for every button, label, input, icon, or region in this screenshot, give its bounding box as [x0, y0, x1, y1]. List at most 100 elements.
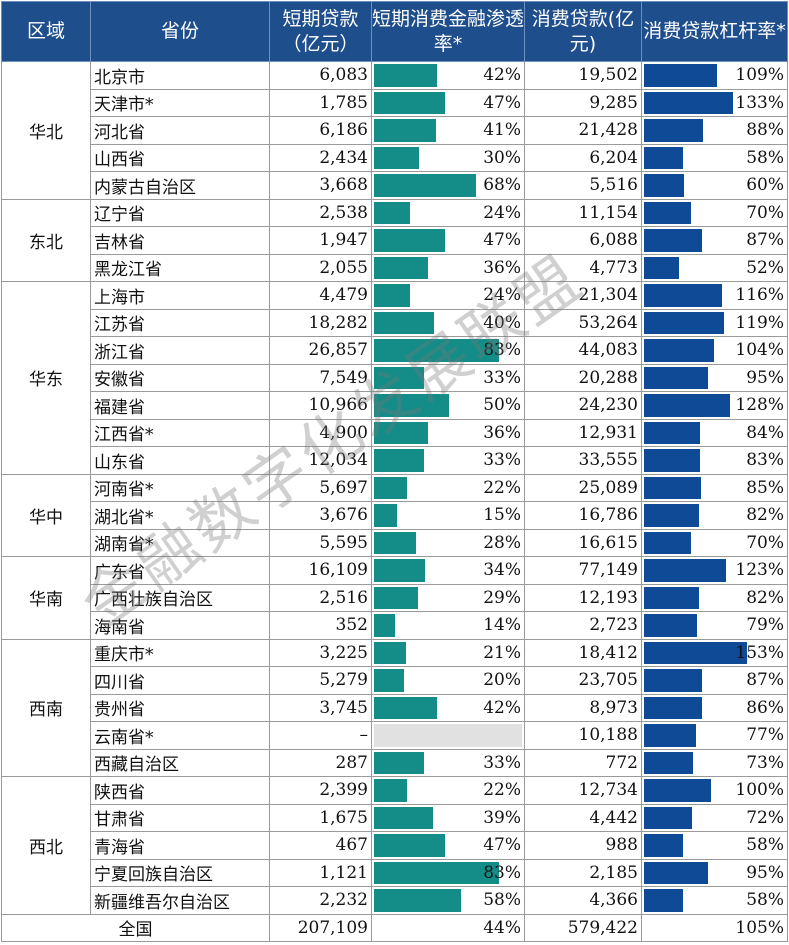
table-row: 宁夏回族自治区 1,121 83% 2,185 95%: [2, 858, 788, 887]
penetration-value: 58%: [483, 890, 521, 910]
penetration-value: 29%: [483, 587, 521, 608]
short-loan-cell: 2,055: [269, 253, 372, 282]
penetration-cell: 83%: [371, 336, 525, 365]
province-cell: 云南省*: [90, 721, 270, 750]
header-row: 区域 省份 短期贷款（亿元） 短期消费金融渗透率* 消费贷款(亿元) 消费贷款杠…: [1, 1, 788, 62]
penetration-bar: [374, 311, 434, 334]
province-cell: 海南省: [90, 611, 270, 640]
leverage-value: 73%: [746, 752, 784, 773]
penetration-cell: 15%: [371, 501, 525, 530]
penetration-cell: 21%: [371, 638, 525, 667]
penetration-value: 15%: [483, 505, 521, 525]
consumer-loan-cell: 19,502: [524, 61, 642, 90]
leverage-cell: 58%: [641, 886, 788, 915]
penetration-cell: 42%: [371, 61, 525, 90]
province-cell: 江苏省: [90, 308, 270, 337]
leverage-value: 79%: [746, 615, 784, 635]
penetration-value: 39%: [483, 807, 521, 828]
consumer-loan-cell: 16,615: [524, 528, 642, 557]
penetration-value: 68%: [483, 175, 521, 195]
leverage-bar: [644, 421, 701, 444]
consumer-loan-cell: 21,304: [524, 281, 642, 310]
penetration-missing-bar: [374, 724, 522, 747]
penetration-cell: 47%: [371, 226, 525, 255]
penetration-bar: [374, 119, 436, 142]
leverage-bar: [644, 394, 730, 417]
leverage-bar: [644, 614, 697, 637]
penetration-cell: 20%: [371, 666, 525, 695]
leverage-bar: [644, 861, 708, 884]
table-row: 浙江省 26,857 83% 44,083 104%: [2, 336, 788, 365]
table-row: 西藏自治区 287 33% 772 73%: [2, 748, 788, 777]
leverage-cell: 87%: [641, 226, 788, 255]
header-penetration: 短期消费金融渗透率*: [371, 1, 525, 62]
leverage-value: 58%: [746, 147, 784, 168]
leverage-value: 95%: [746, 862, 784, 883]
table-row: 黑龙江省 2,055 36% 4,773 52%: [2, 253, 788, 282]
leverage-cell: 100%: [641, 776, 788, 805]
consumer-loan-cell: 16,786: [524, 501, 642, 530]
penetration-cell: 24%: [371, 198, 525, 227]
penetration-value: 36%: [483, 257, 521, 278]
penetration-value: 34%: [483, 560, 521, 580]
penetration-cell: 22%: [371, 776, 525, 805]
leverage-bar: [644, 559, 727, 582]
table-row: 华北 北京市 6,083 42% 19,502 109%: [1, 61, 788, 200]
province-cell: 河南省*: [90, 473, 270, 502]
leverage-bar: [644, 174, 685, 197]
leverage-cell: 83%: [641, 446, 788, 475]
province-cell: 山东省: [90, 446, 270, 475]
leverage-cell: 58%: [641, 831, 788, 860]
penetration-cell: 41%: [371, 116, 525, 145]
leverage-cell: 95%: [641, 858, 788, 887]
leverage-cell: 85%: [641, 473, 788, 502]
penetration-bar: [374, 146, 419, 169]
province-cell: 湖南省*: [90, 528, 270, 557]
penetration-value: 30%: [483, 147, 521, 168]
short-loan-cell: 4,479: [269, 281, 372, 310]
province-cell: 安徽省: [90, 363, 270, 392]
table-body: 华北 北京市 6,083 42% 19,502 109% 天津市* 1,785 47% 9,285…: [1, 61, 788, 942]
short-loan-cell: 2,516: [269, 583, 372, 612]
leverage-cell: 87%: [641, 666, 788, 695]
leverage-value: 133%: [735, 92, 784, 113]
short-loan-cell: 2,232: [269, 886, 372, 915]
short-loan-cell: 3,745: [269, 693, 372, 722]
leverage-value: 128%: [735, 395, 784, 415]
penetration-value: 83%: [483, 340, 521, 360]
leverage-bar: [644, 531, 691, 554]
penetration-bar: [374, 284, 410, 307]
penetration-value: 40%: [483, 312, 521, 333]
consumer-loan-cell: 25,089: [524, 473, 642, 502]
penetration-value: 21%: [483, 642, 521, 663]
leverage-value: 70%: [746, 202, 784, 223]
leverage-cell: 133%: [641, 88, 788, 117]
penetration-cell: 42%: [371, 693, 525, 722]
table-row: 天津市* 1,785 47% 9,285 133%: [2, 88, 788, 117]
consumer-loan-cell: 18,412: [524, 638, 642, 667]
penetration-cell: 39%: [371, 803, 525, 832]
penetration-value: 24%: [483, 285, 521, 305]
province-cell: 陕西省: [90, 776, 270, 805]
province-cell: 西藏自治区: [90, 748, 270, 777]
leverage-cell: 79%: [641, 611, 788, 640]
penetration-cell: 34%: [371, 556, 525, 585]
penetration-value: 22%: [483, 477, 521, 498]
penetration-cell: 24%: [371, 281, 525, 310]
short-loan-cell: 1,121: [269, 858, 372, 887]
penetration-bar: [374, 421, 428, 444]
leverage-bar: [644, 669, 703, 692]
leverage-cell: 73%: [641, 748, 788, 777]
table-row: 山西省 2,434 30% 6,204 58%: [2, 143, 788, 172]
table-row: 新疆维吾尔自治区 2,232 58% 4,366 58%: [2, 886, 788, 915]
penetration-bar: [374, 504, 397, 527]
total-penetration: 44%: [371, 913, 525, 942]
leverage-bar: [644, 504, 699, 527]
leverage-value: 58%: [746, 890, 784, 910]
leverage-bar: [644, 64, 718, 87]
province-cell: 河北省: [90, 116, 270, 145]
table-row: 河北省 6,186 41% 21,428 88%: [2, 116, 788, 145]
penetration-bar: [374, 91, 445, 114]
leverage-bar: [644, 366, 708, 389]
